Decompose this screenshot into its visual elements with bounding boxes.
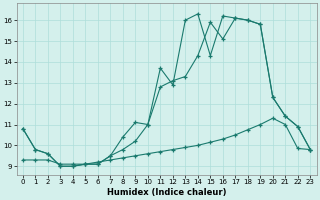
X-axis label: Humidex (Indice chaleur): Humidex (Indice chaleur) bbox=[107, 188, 226, 197]
